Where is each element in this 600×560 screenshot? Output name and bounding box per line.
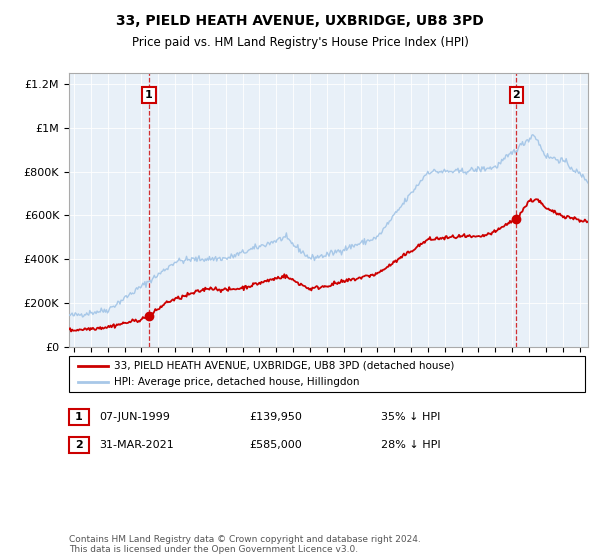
Text: £585,000: £585,000	[249, 440, 302, 450]
Text: Contains HM Land Registry data © Crown copyright and database right 2024.
This d: Contains HM Land Registry data © Crown c…	[69, 535, 421, 554]
Text: £139,950: £139,950	[249, 412, 302, 422]
Text: 1: 1	[145, 90, 153, 100]
Text: 35% ↓ HPI: 35% ↓ HPI	[381, 412, 440, 422]
Text: 31-MAR-2021: 31-MAR-2021	[99, 440, 174, 450]
Text: 2: 2	[512, 90, 520, 100]
Text: 1: 1	[75, 412, 83, 422]
Text: 33, PIELD HEATH AVENUE, UXBRIDGE, UB8 3PD (detached house): 33, PIELD HEATH AVENUE, UXBRIDGE, UB8 3P…	[114, 361, 454, 371]
Text: 07-JUN-1999: 07-JUN-1999	[99, 412, 170, 422]
Text: Price paid vs. HM Land Registry's House Price Index (HPI): Price paid vs. HM Land Registry's House …	[131, 36, 469, 49]
Text: 2: 2	[75, 440, 83, 450]
Text: HPI: Average price, detached house, Hillingdon: HPI: Average price, detached house, Hill…	[114, 377, 359, 387]
Text: 33, PIELD HEATH AVENUE, UXBRIDGE, UB8 3PD: 33, PIELD HEATH AVENUE, UXBRIDGE, UB8 3P…	[116, 14, 484, 28]
Text: 28% ↓ HPI: 28% ↓ HPI	[381, 440, 440, 450]
